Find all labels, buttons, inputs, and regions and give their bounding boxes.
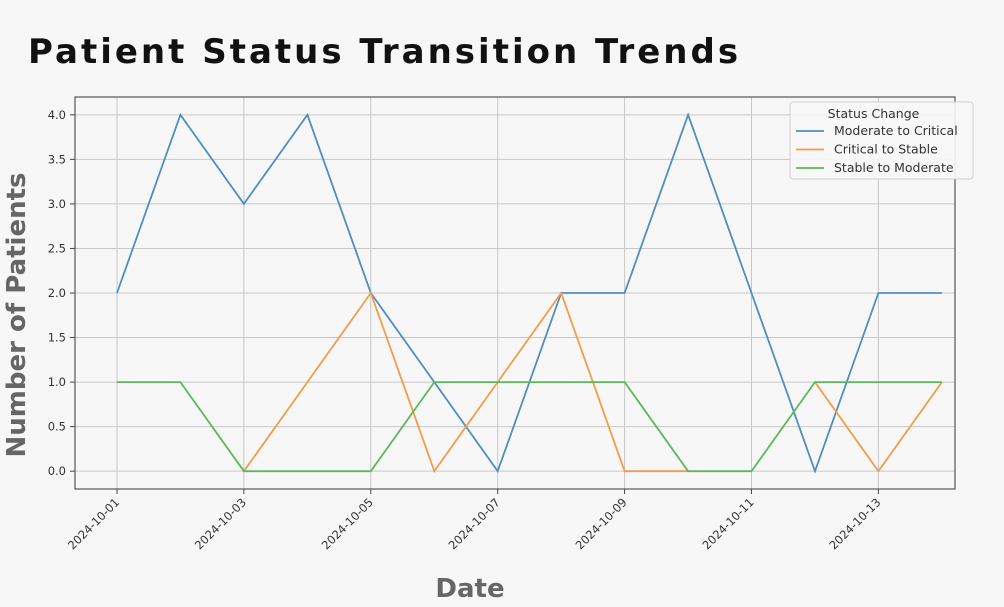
y-tick-label: 1.0 <box>48 375 66 389</box>
y-tick-label: 2.5 <box>48 241 66 255</box>
series-line-stable-to-moderate <box>117 381 942 473</box>
y-tick-label: 4.0 <box>48 108 66 122</box>
x-tick-label: 2024-10-11 <box>699 495 756 552</box>
series-line-critical-to-stable <box>814 381 943 473</box>
chart-title: Patient Status Transition Trends <box>28 32 742 72</box>
y-tick-label: 1.5 <box>48 331 66 345</box>
legend-title: Status Change <box>828 106 920 121</box>
x-axis-label: Date <box>435 574 504 604</box>
y-tick-label: 2.0 <box>48 286 66 300</box>
y-tick-label: 0.5 <box>48 420 66 434</box>
x-tick-label: 2024-10-01 <box>65 495 122 552</box>
y-tick-label: 0.0 <box>48 464 66 478</box>
y-tick-label: 3.0 <box>48 197 66 211</box>
x-tick-label: 2024-10-07 <box>446 495 503 552</box>
legend-box <box>789 101 974 180</box>
x-tick-label: 2024-10-09 <box>573 495 630 552</box>
x-tick-label: 2024-10-13 <box>826 495 883 552</box>
y-axis-label: Number of Patients <box>2 173 32 458</box>
plot-frame <box>74 96 956 490</box>
legend-entry: Critical to Stable <box>834 142 938 157</box>
x-tick-label: 2024-10-03 <box>192 495 249 552</box>
series-line-critical-to-stable <box>243 291 689 474</box>
x-tick-label: 2024-10-05 <box>319 495 376 552</box>
legend-entry: Moderate to Critical <box>834 123 958 138</box>
y-tick-label: 3.5 <box>48 152 66 166</box>
legend-entry: Stable to Moderate <box>834 160 954 175</box>
